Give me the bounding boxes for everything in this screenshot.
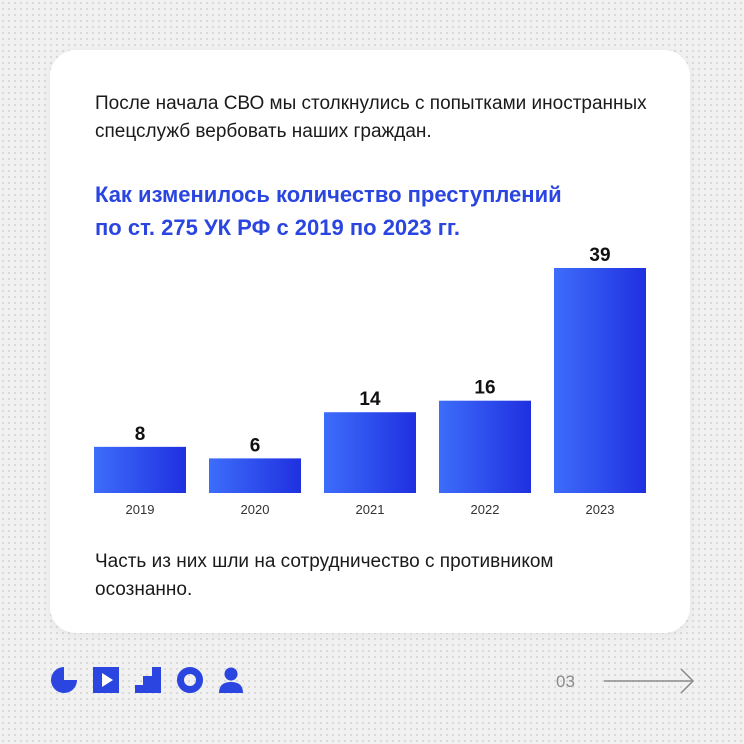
bar-2021 (324, 412, 416, 493)
outro-text: Часть из них шли на сотрудничество с про… (95, 551, 554, 600)
bar-2020 (209, 458, 301, 493)
value-label-2021: 14 (359, 389, 381, 410)
x-tick-label-2020: 2020 (241, 502, 270, 517)
bar-2023 (554, 268, 646, 493)
person-icon (219, 667, 243, 693)
next-arrow-icon[interactable] (604, 668, 696, 694)
intro-text: После начала СВО мы столкнулись с попытк… (95, 93, 647, 142)
chart-heading-line-2: по ст. 275 УК РФ с 2019 по 2023 гг. (95, 215, 460, 240)
bar-chart: 8 2019 6 2020 14 2021 16 2022 39 2023 (94, 245, 646, 517)
chart-heading: Как изменилось количество преступлений по… (95, 178, 655, 244)
stairs-icon (135, 667, 161, 693)
x-tick-label-2023: 2023 (586, 502, 615, 517)
bar-2022 (439, 400, 531, 493)
x-tick-label-2021: 2021 (356, 502, 385, 517)
footer-bar: 03 (0, 660, 744, 710)
pie-icon (51, 667, 77, 693)
chart-heading-line-1: Как изменилось количество преступлений (95, 182, 562, 207)
value-label-2019: 8 (135, 424, 146, 445)
value-label-2023: 39 (589, 245, 610, 266)
x-tick-label-2019: 2019 (126, 502, 155, 517)
value-label-2022: 16 (474, 378, 495, 399)
content-card: После начала СВО мы столкнулись с попытк… (50, 50, 690, 633)
play-icon (93, 667, 119, 693)
bar-2019 (94, 446, 186, 493)
value-label-2020: 6 (250, 435, 261, 456)
x-tick-label-2022: 2022 (471, 502, 500, 517)
ring-icon (177, 667, 203, 693)
page-number: 03 (556, 672, 575, 691)
